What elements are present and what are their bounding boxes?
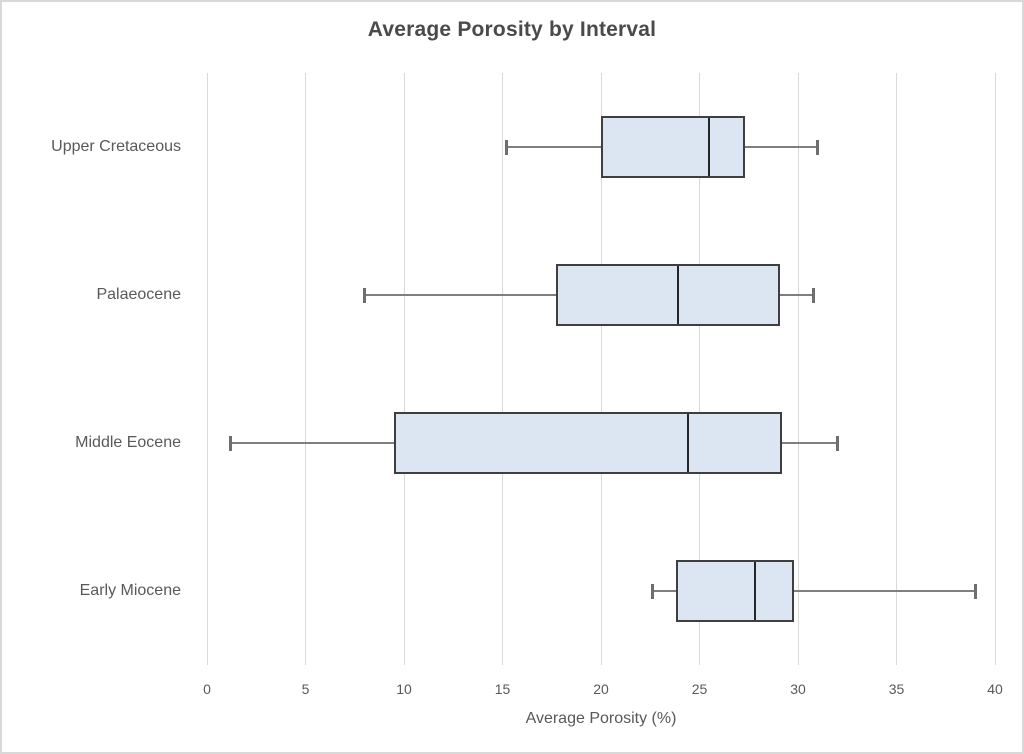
x-tick-label-10: 10 <box>396 681 412 697</box>
whisker-cap-min-palaeocene <box>363 287 367 303</box>
x-tick-label-40: 40 <box>987 681 1003 697</box>
gridline-25 <box>699 73 700 665</box>
gridline-0 <box>206 73 208 665</box>
median-line-palaeocene <box>676 266 679 324</box>
whisker-cap-max-palaeocene <box>812 287 816 303</box>
box-upper-cretaceous <box>601 116 745 178</box>
gridline-35 <box>896 73 897 665</box>
gridline-10 <box>403 73 405 665</box>
whisker-cap-max-upper-cretaceous <box>816 139 820 155</box>
gridline-5 <box>305 73 306 665</box>
whisker-left-upper-cretaceous <box>506 146 601 148</box>
x-tick-label-0: 0 <box>203 681 211 697</box>
whisker-cap-max-early-miocene <box>973 583 977 599</box>
median-line-upper-cretaceous <box>708 118 711 176</box>
gridline-40 <box>994 73 996 665</box>
chart-title: Average Porosity by Interval <box>367 18 657 41</box>
whisker-left-early-miocene <box>652 590 676 592</box>
median-line-early-miocene <box>753 562 756 620</box>
median-line-middle-eocene <box>686 414 689 472</box>
whisker-cap-min-middle-eocene <box>229 435 233 451</box>
whisker-cap-min-upper-cretaceous <box>504 139 508 155</box>
gridline-15 <box>502 73 503 665</box>
whisker-cap-min-early-miocene <box>650 583 654 599</box>
whisker-left-middle-eocene <box>230 442 395 444</box>
whisker-right-early-miocene <box>794 590 976 592</box>
whisker-left-palaeocene <box>364 294 556 296</box>
gridline-30 <box>797 73 799 665</box>
x-axis-title: Average Porosity (%) <box>525 710 677 727</box>
box-early-miocene <box>675 560 795 622</box>
whisker-right-upper-cretaceous <box>744 146 818 148</box>
gridline-20 <box>600 73 602 665</box>
category-label-early-miocene: Early Miocene <box>79 582 181 599</box>
plot-area <box>206 73 996 665</box>
x-tick-label-20: 20 <box>593 681 609 697</box>
x-tick-label-15: 15 <box>494 681 511 697</box>
whisker-cap-max-middle-eocene <box>835 435 839 451</box>
category-label-upper-cretaceous: Upper Cretaceous <box>51 138 181 155</box>
category-label-middle-eocene: Middle Eocene <box>75 434 181 451</box>
whisker-right-palaeocene <box>780 294 814 296</box>
x-tick-label-35: 35 <box>888 681 905 697</box>
category-label-palaeocene: Palaeocene <box>96 286 181 303</box>
box-palaeocene <box>555 264 781 326</box>
x-tick-label-5: 5 <box>301 681 310 697</box>
x-tick-label-30: 30 <box>790 681 806 697</box>
whisker-right-middle-eocene <box>782 442 838 444</box>
x-tick-label-25: 25 <box>691 681 708 697</box>
box-middle-eocene <box>394 412 783 474</box>
